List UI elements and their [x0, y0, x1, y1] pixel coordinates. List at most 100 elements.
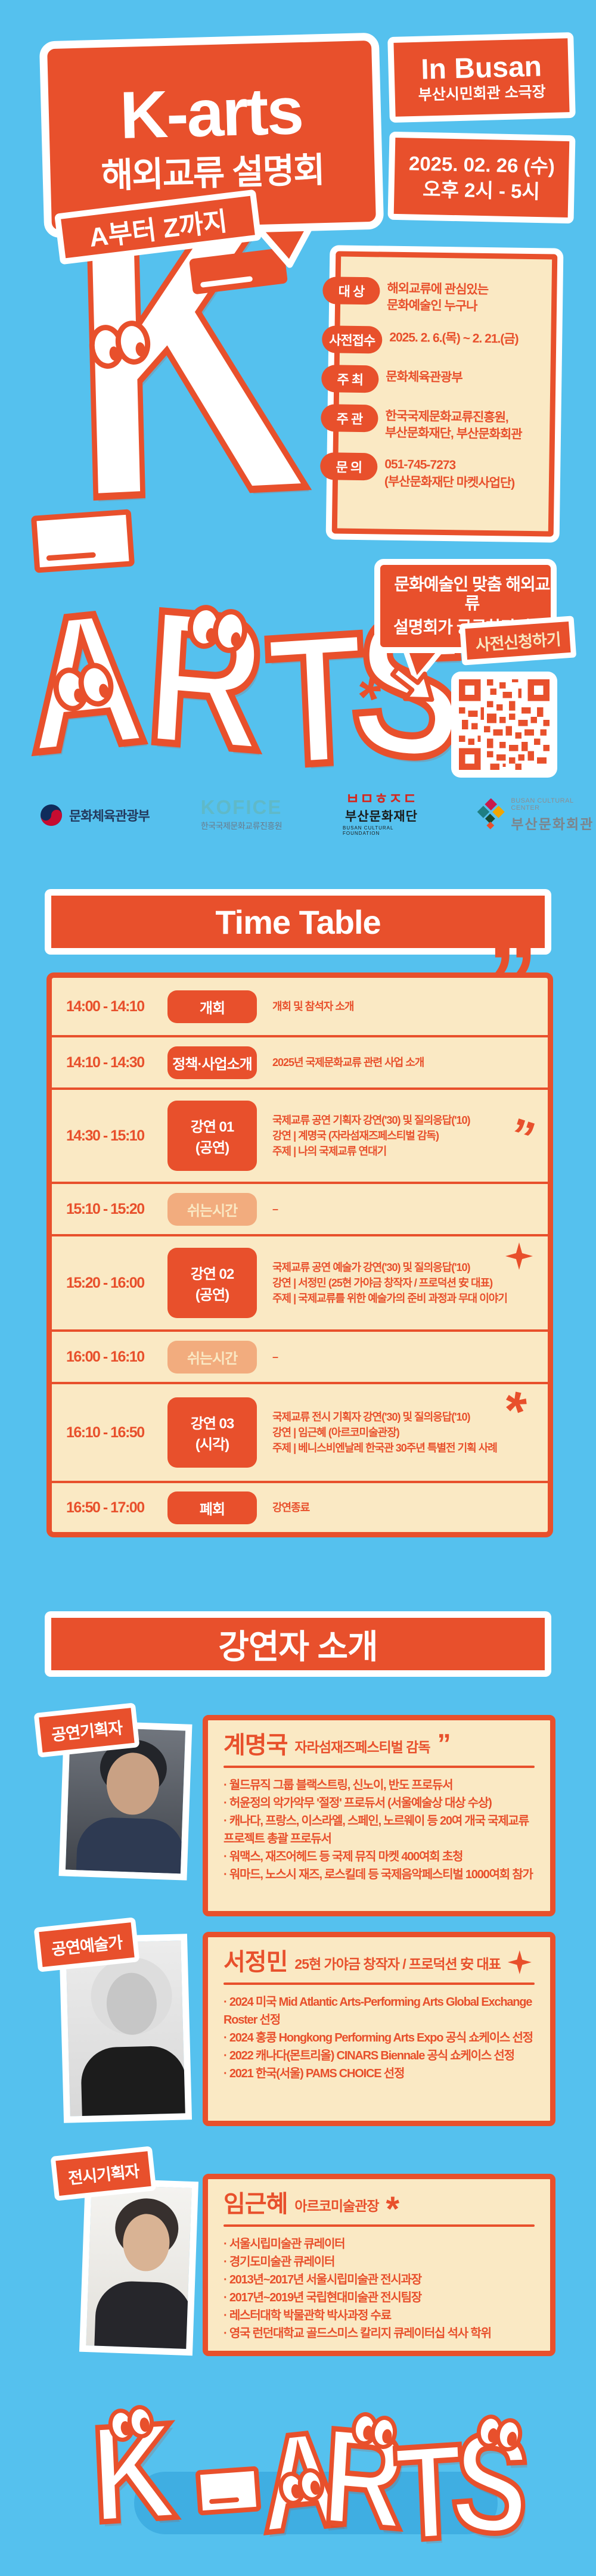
row-desc-line: – — [272, 1203, 278, 1215]
row-badge-label: 강연 02 — [190, 1266, 235, 1282]
info-value-line: 한국국제문화교류진흥원, — [385, 409, 508, 425]
row-badge-label: 강연 03 — [190, 1416, 235, 1432]
row-badge-label: 개회 — [199, 1000, 225, 1017]
timetable-row: 15:20 - 16:00 강연 02 (공연) 국제교류 공연 예술가 강연(… — [52, 1236, 548, 1332]
row-time: 16:00 - 16:10 — [66, 1348, 145, 1365]
row-time: 15:20 - 16:00 — [66, 1274, 145, 1291]
info-row-contact: 문 의 051-745-7273 (부산문화재단 마켓사업단) — [319, 452, 540, 492]
asterisk-icon: * — [386, 2189, 400, 2229]
speaker-bullet: 2021 한국(서울) PAMS CHOICE 선정 — [224, 2065, 535, 2083]
row-badge: 개회 — [167, 990, 257, 1023]
speaker-title: 아르코미술관장 — [294, 2198, 379, 2214]
info-value-line: 부산문화재단, 부산문화회관 — [384, 425, 522, 442]
row-badge: 폐회 — [167, 1491, 257, 1524]
row-time: 16:50 - 17:00 — [66, 1499, 145, 1516]
info-label: 문 의 — [319, 452, 378, 481]
speaker-bullet: 2024 미국 Mid Atlantic Arts-Performing Art… — [224, 1993, 535, 2029]
speaker-bullet: 서울시립미술관 큐레이터 — [224, 2235, 535, 2253]
arrow-down-right-icon — [390, 665, 434, 702]
qr-code[interactable] — [451, 672, 557, 778]
row-desc-line: 강연 | 임근혜 (아르코미술관장) — [272, 1427, 400, 1438]
divider — [224, 2224, 535, 2227]
speaker-head: 서정민 25현 가야금 창작자 / 프로덕션 安 대표 — [224, 1950, 535, 1974]
partner-logos: 문화체육관광부 KOFICE 한국국제문화교류진흥원 ㅂㅁㅎㅈㄷ 부산문화재단 … — [0, 792, 596, 846]
info-value: 한국국제문화교류진흥원, 부산문화재단, 부산문화회관 — [385, 405, 522, 443]
row-desc-line: 국제교류 공연 예술가 강연('30) 및 질의응답('10) — [272, 1261, 471, 1273]
speaker-bullet: 경기도미술관 큐레이터 — [224, 2253, 535, 2271]
row-time: 16:10 - 16:50 — [66, 1424, 145, 1441]
speakers-banner: 강연자 소개 — [45, 1611, 551, 1677]
row-desc: – — [272, 1201, 533, 1217]
logo-label: 문화체육관광부 — [69, 809, 150, 824]
timetable-row: 16:10 - 16:50 강연 03 (시각) 국제교류 전시 기획자 강연(… — [52, 1384, 548, 1483]
timetable-row: 14:10 - 14:30 정책·사업소개 2025년 국제문화교류 관련 사업… — [52, 1037, 548, 1090]
info-value-line: 051-745-7273 — [384, 457, 456, 473]
row-badge: 강연 01 (공연) — [167, 1101, 257, 1171]
info-value-line: 2025. 2. 6.(목) ~ 2. 21.(금) — [389, 330, 519, 346]
row-badge-label: 폐회 — [199, 1501, 225, 1518]
row-badge-sublabel: (공연) — [195, 1140, 229, 1156]
speaker-bullet: 2013년~2017년 서울시립미술관 전시과장 — [224, 2271, 535, 2289]
speaker-bullet: 워마드, 노스시 재즈, 로스킬데 등 국제음악페스티벌 1000여회 참가 — [224, 1866, 535, 1884]
info-value-line: 문화체육관광부 — [386, 369, 462, 385]
row-badge-label: 강연 01 — [190, 1119, 235, 1135]
row-desc: 국제교류 공연 예술가 강연('30) 및 질의응답('10) 강연 | 서정민… — [272, 1260, 533, 1306]
divider — [224, 1983, 535, 1985]
info-row-target: 대 상 해외교류에 관심있는 문화예술인 누구나 — [322, 276, 542, 316]
logo-sublabel: BUSAN CULTURAL FOUNDATION — [343, 825, 394, 836]
row-badge: 강연 03 (시각) — [167, 1397, 257, 1468]
row-badge: 정책·사업소개 — [167, 1046, 257, 1079]
timetable-title: Time Table — [215, 903, 381, 941]
row-desc-line: 강연 | 서정민 (25현 가야금 창작자 / 프로덕션 安 대표) — [272, 1277, 493, 1289]
apply-button[interactable]: 사전신청하기 — [459, 616, 577, 666]
timetable-banner: Time Table — [45, 889, 551, 955]
row-badge-sublabel: (공연) — [195, 1287, 229, 1303]
speaker-bullet: 캐나다, 프랑스, 이스라엘, 스페인, 노르웨이 등 20여 개국 국제교류 … — [224, 1812, 535, 1848]
timetable-row-break: 16:00 - 16:10 쉬는시간 – — [52, 1332, 548, 1384]
speaker-bullet: 영국 런던대학교 골드스미스 칼리지 큐레이터십 석사 학위 — [224, 2325, 535, 2342]
row-desc: 강연종료 — [272, 1500, 533, 1515]
speakers-title: 강연자 소개 — [218, 1627, 378, 1665]
logo-sublabel: BUSAN CULTURAL CENTER — [511, 797, 574, 812]
speaker-bullet: 레스터대학 박물관학 박사과정 수료 — [224, 2307, 535, 2325]
info-row-organizer: 주 관 한국국제문화교류진흥원, 부산문화재단, 부산문화회관 — [321, 403, 541, 443]
info-label: 사전접수 — [321, 325, 383, 354]
row-badge-label: 정책·사업소개 — [172, 1056, 252, 1073]
speaker-name: 임근혜 — [224, 2191, 288, 2217]
double-quote-icon: ” — [437, 1728, 451, 1760]
speaker-bullets: 월드뮤직 그룹 블랙스트링, 신노이, 반도 프로듀서 허윤정의 악가악무 '절… — [224, 1776, 535, 1884]
info-label: 주 관 — [321, 403, 378, 433]
speaker-bullets: 서울시립미술관 큐레이터 경기도미술관 큐레이터 2013년~2017년 서울시… — [224, 2235, 535, 2342]
row-time: 14:10 - 14:30 — [66, 1054, 145, 1071]
contact-phone: 051-745-7273 (부산문화재단 마켓사업단) — [384, 453, 515, 492]
info-value-line: (부산문화재단 마켓사업단) — [384, 474, 515, 490]
datetime-box: 2025. 02. 26 (수) 오후 2시 - 5시 — [387, 131, 576, 224]
row-desc-line: 주제 | 국제교류를 위한 예술가의 준비 과정과 무대 이야기 — [272, 1292, 508, 1304]
logo-sublabel: 한국국제문화교류진흥원 — [200, 821, 283, 831]
info-value-line: 해외교류에 관심있는 — [387, 281, 489, 297]
info-row-register: 사전접수 2025. 2. 6.(목) ~ 2. 21.(금) — [321, 325, 542, 356]
row-desc: 개회 및 참석자 소개 — [272, 999, 533, 1014]
divider — [224, 1766, 535, 1768]
row-desc-line: 국제교류 전시 기획자 강연('30) 및 질의응답('10) — [272, 1411, 471, 1423]
diamond-cluster-icon — [477, 798, 505, 829]
row-desc-line: 강연 | 계명국 (자라섬재즈페스티벌 감독) — [272, 1130, 439, 1142]
row-time: 14:00 - 14:10 — [66, 998, 145, 1015]
speaker-bullet: 워맥스, 재즈어헤드 등 국제 뮤직 마켓 400여회 초청 — [224, 1848, 535, 1866]
timetable-row: 14:30 - 15:10 강연 01 (공연) 국제교류 공연 기획자 강연(… — [52, 1090, 548, 1184]
footer-hyphen-sign — [195, 2466, 262, 2516]
logo-kofice: KOFICE 한국국제문화교류진흥원 — [197, 796, 286, 832]
info-value: 2025. 2. 6.(목) ~ 2. 21.(금) — [389, 326, 519, 347]
row-desc-line: 국제교류 공연 기획자 강연('30) 및 질의응답('10) — [272, 1114, 471, 1126]
speaker-bullets: 2024 미국 Mid Atlantic Arts-Performing Art… — [224, 1993, 535, 2083]
row-desc-line: – — [272, 1351, 278, 1363]
double-quote-icon: ” — [488, 923, 538, 1036]
logo-label: KOFICE — [200, 796, 283, 818]
event-time: 오후 2시 - 5시 — [422, 178, 541, 203]
speaker-bullet: 2024 홍콩 Hongkong Performing Arts Expo 공식… — [224, 2029, 535, 2047]
row-desc-line: 주제 | 나의 국제교류 연대기 — [272, 1145, 387, 1157]
timetable-row-break: 15:10 - 15:20 쉬는시간 – — [52, 1184, 548, 1236]
speaker-bullet: 2022 캐나다(몬트리올) CINARS Biennale 공식 쇼케이스 선… — [224, 2047, 535, 2065]
speaker-name: 서정민 — [224, 1949, 288, 1975]
